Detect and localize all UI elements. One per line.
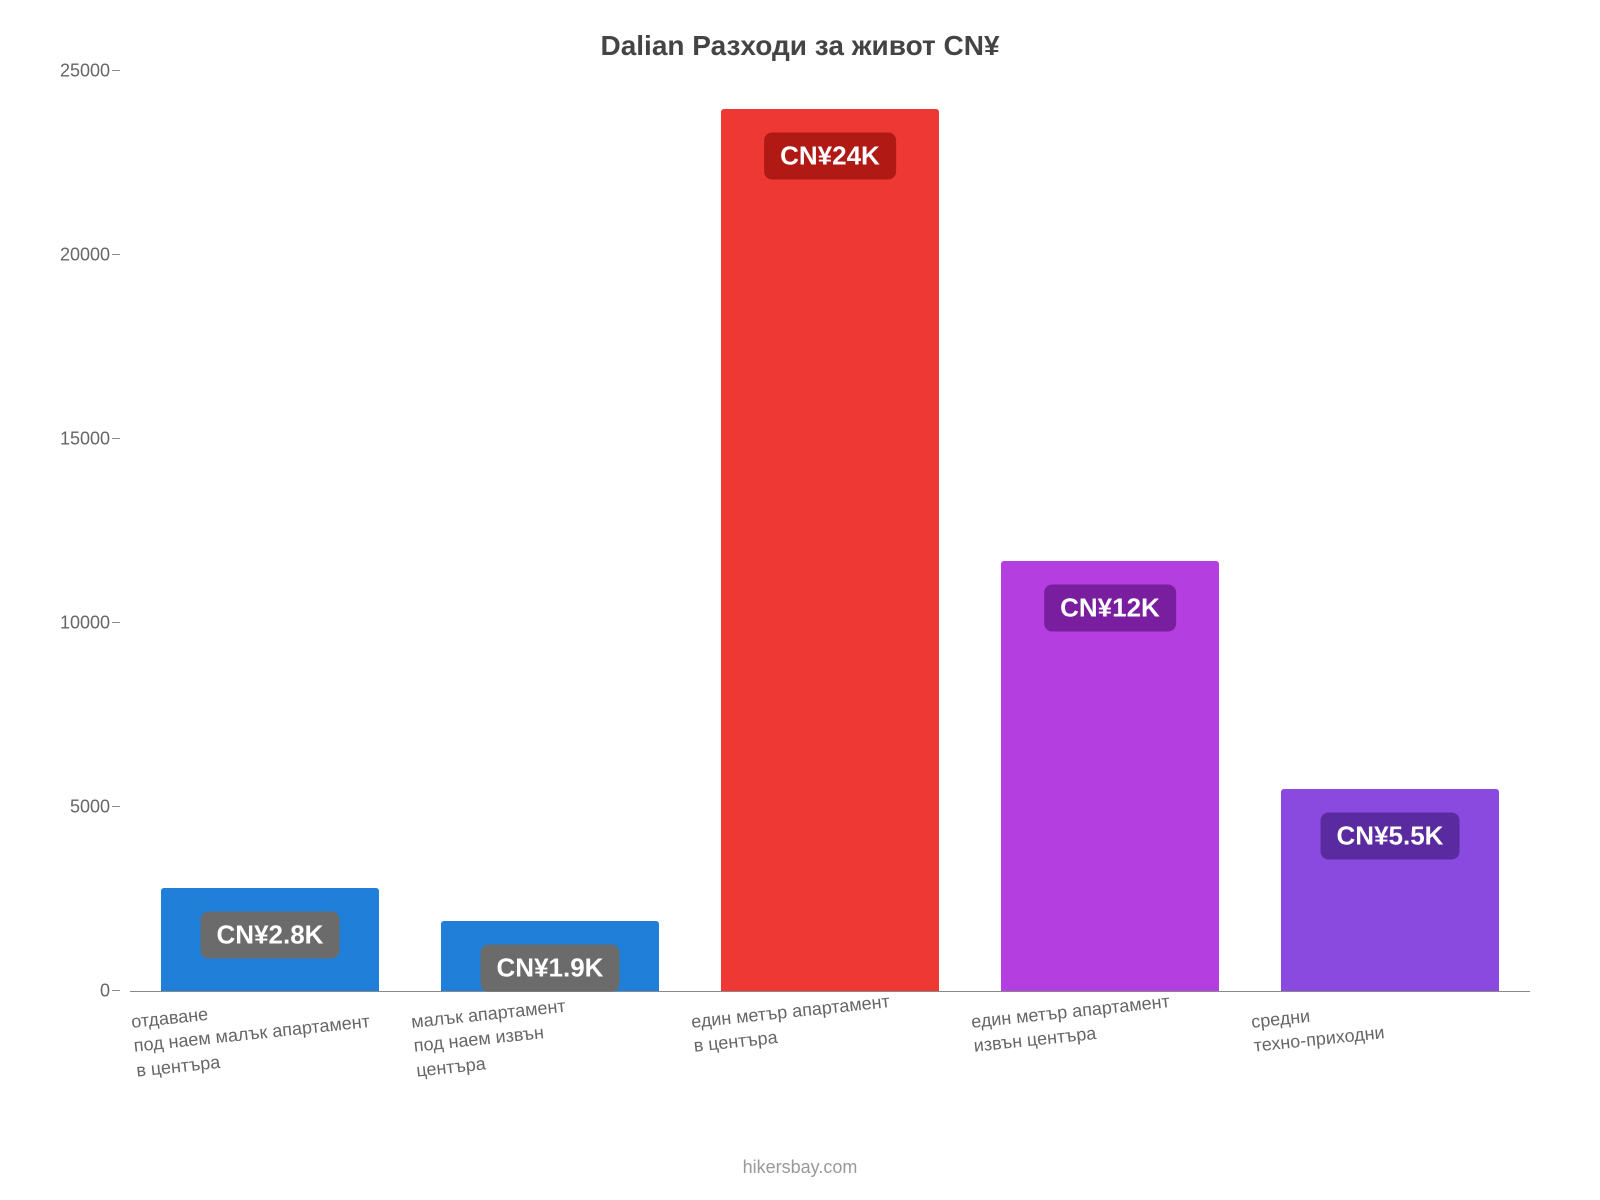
y-axis: 0500010000150002000025000 <box>40 72 120 991</box>
watermark: hikersbay.com <box>0 1157 1600 1178</box>
bar: CN¥12K <box>1001 561 1219 991</box>
bars-area: CN¥2.8K CN¥1.9K CN¥24K CN¥12K CN¥5.5K <box>130 72 1530 991</box>
x-axis-label: малък апартаментпод наем извънцентъра <box>410 981 696 1083</box>
bar: CN¥1.9K <box>441 921 659 991</box>
bar-slot: CN¥1.9K <box>410 72 690 991</box>
y-tick-mark <box>112 990 120 991</box>
y-tick-label: 10000 <box>40 613 110 634</box>
chart-container: Dalian Разходи за живот CN¥ 0 5000 10000 15… <box>0 0 1600 1200</box>
bar-value-label: CN¥1.9K <box>481 945 620 992</box>
y-tick-label: 25000 <box>40 61 110 82</box>
x-axis-labels: отдаванепод наем малък апартаментв центъ… <box>130 1010 1530 1083</box>
bar-value-label: CN¥24K <box>764 132 896 179</box>
y-tick-mark <box>112 622 120 623</box>
chart-title: Dalian Разходи за живот CN¥ <box>40 30 1560 62</box>
bar: CN¥2.8K <box>161 888 379 991</box>
bar-slot: CN¥24K <box>690 72 970 991</box>
bar-slot: CN¥2.8K <box>130 72 410 991</box>
bar-slot: CN¥5.5K <box>1250 72 1530 991</box>
x-axis-label: отдаванепод наем малък апартаментв центъ… <box>130 981 416 1083</box>
bar-slot: CN¥12K <box>970 72 1250 991</box>
bar-value-label: CN¥5.5K <box>1321 812 1460 859</box>
bar-value-label: CN¥12K <box>1044 584 1176 631</box>
y-tick-mark <box>112 438 120 439</box>
y-tick-label: 5000 <box>40 797 110 818</box>
bar: CN¥24K <box>721 109 939 991</box>
x-axis-label: един метър апартаментв центъра <box>690 981 976 1083</box>
plot-area: 0500010000150002000025000 CN¥2.8KCN¥1.9K… <box>130 72 1530 992</box>
y-tick-mark <box>112 806 120 807</box>
y-tick-mark <box>112 254 120 255</box>
y-tick-label: 20000 <box>40 245 110 266</box>
y-tick-label: 0 <box>40 981 110 1002</box>
y-tick-label: 15000 <box>40 429 110 450</box>
bar: CN¥5.5K <box>1281 789 1499 991</box>
bar-value-label: CN¥2.8K <box>201 912 340 959</box>
x-axis-label: един метър апартаментизвън центъра <box>970 981 1256 1083</box>
x-axis-label: среднитехно-приходни <box>1250 981 1536 1083</box>
y-tick-mark <box>112 70 120 71</box>
